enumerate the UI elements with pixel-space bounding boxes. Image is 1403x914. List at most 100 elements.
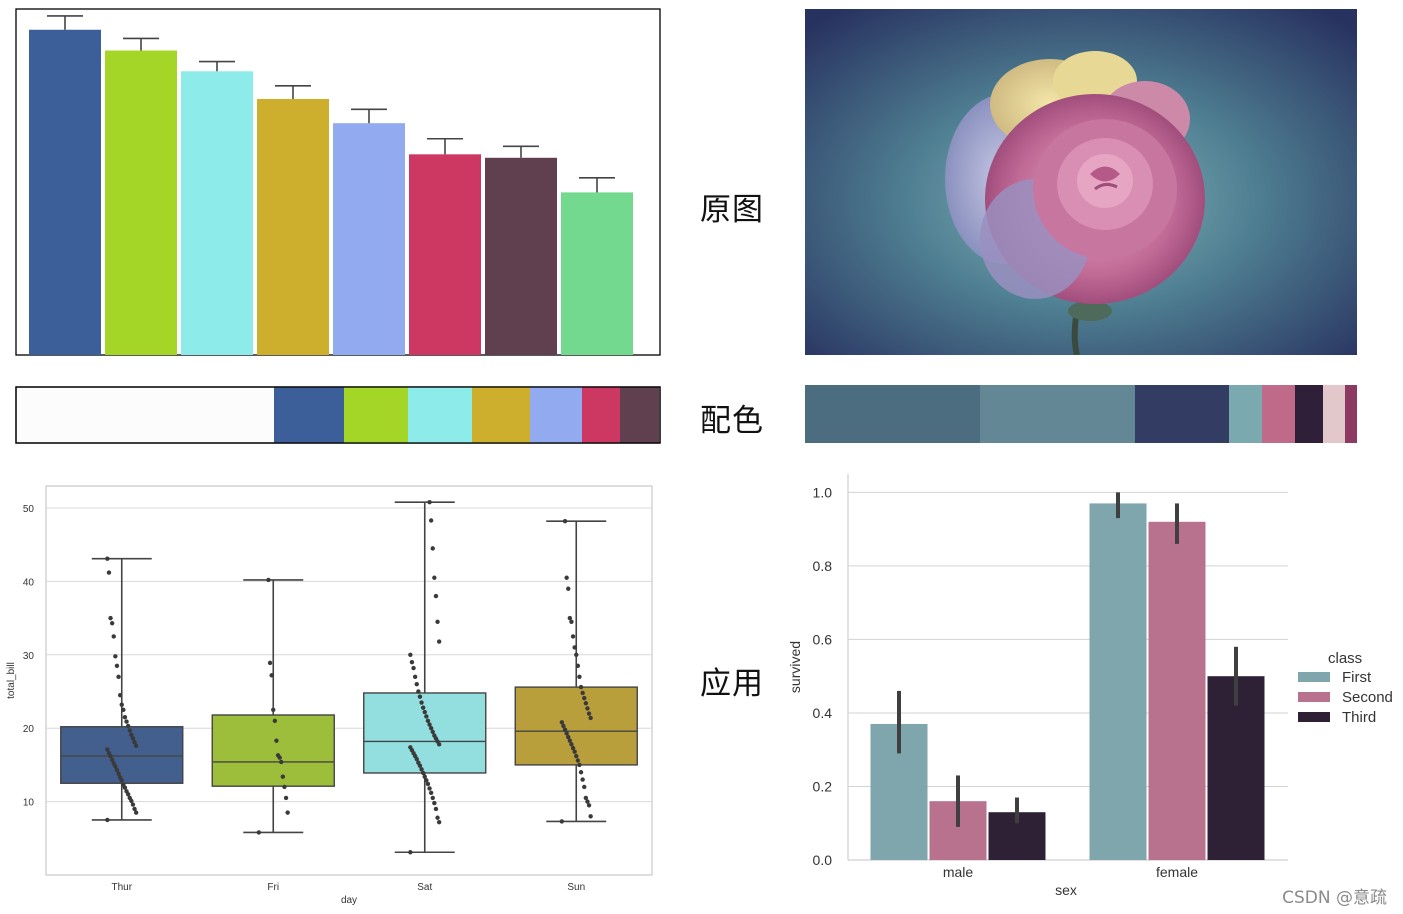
strip-point (116, 674, 121, 680)
grouped-bar-chart: 0.0 0.2 0.4 0.6 0.8 1.0 male female sex survived c… (787, 474, 1393, 898)
error-bar-2 (199, 60, 235, 72)
legend-label-third: Third (1342, 709, 1376, 726)
strip-point (425, 718, 431, 724)
original-bar-chart (15, 8, 661, 356)
bar-7 (561, 192, 633, 355)
strip-point (436, 639, 442, 644)
strip-point (559, 819, 565, 824)
strip-point (409, 659, 415, 665)
strip-point (129, 732, 134, 738)
strip-point (586, 803, 592, 808)
y-axis-label: total_bill (6, 662, 17, 699)
strip-point (430, 546, 435, 551)
strip-point (111, 634, 116, 639)
legend-swatch-third (1298, 712, 1330, 722)
strip-point (432, 575, 437, 580)
ytick-label: 40 (23, 577, 35, 588)
error-bar-6 (503, 145, 539, 158)
bar-5 (409, 154, 481, 355)
error-bar-3 (275, 85, 311, 99)
swatch-right-7 (1345, 385, 1357, 443)
strip-point (269, 673, 274, 678)
legend: class First Second Third (1298, 650, 1393, 726)
xtick-label: Sun (567, 882, 585, 893)
strip-point (572, 749, 577, 754)
strip-point (425, 781, 431, 787)
strip-point (274, 738, 279, 743)
palette-strip-right (805, 385, 1357, 443)
strip-point (427, 499, 432, 505)
palette-border (15, 386, 661, 444)
strip-point (582, 695, 587, 701)
strip-point (562, 727, 568, 732)
strip-point (422, 709, 427, 715)
swatch-right-6 (1323, 385, 1346, 443)
box-body (60, 726, 184, 784)
strip-point (266, 577, 271, 583)
strip-point (432, 733, 437, 738)
rose-photo (805, 9, 1357, 355)
strip-point (116, 771, 121, 776)
strip-point (567, 615, 573, 621)
ytick-label: 50 (23, 504, 35, 515)
error-bar-7 (579, 177, 615, 193)
box-fri (211, 579, 335, 834)
strip-point (114, 767, 120, 773)
strip-point (428, 726, 434, 731)
strip-point (106, 750, 112, 756)
strip-point (275, 753, 281, 758)
strip-point (130, 802, 136, 807)
strip-point (580, 777, 585, 782)
strip-point (105, 817, 110, 823)
strip-point (422, 774, 427, 779)
strip-point (114, 663, 120, 669)
strip-point (282, 784, 287, 790)
strip-point (416, 689, 421, 694)
strip-point (569, 619, 574, 624)
strip-point (419, 700, 424, 705)
strip-point (575, 758, 581, 763)
strip-point (121, 782, 126, 787)
strip-point (133, 810, 139, 815)
ytick-label: 10 (23, 798, 35, 809)
swatch-right-5 (1295, 385, 1324, 443)
strip-point (283, 795, 289, 801)
strip-point (583, 701, 589, 706)
strip-point (271, 707, 276, 713)
swatch-right-4 (1262, 385, 1296, 443)
strip-point (124, 789, 129, 794)
strip-point (569, 742, 574, 747)
strip-point (428, 518, 434, 523)
strip-point (562, 519, 568, 524)
strip-point (132, 806, 137, 812)
bar-4 (333, 123, 405, 356)
bar-female-second (1148, 521, 1206, 860)
strip-point (411, 665, 416, 671)
strip-point (566, 734, 571, 740)
strip-point (130, 736, 136, 741)
strip-point (127, 728, 132, 733)
ytick-label: 0.2 (813, 778, 833, 794)
strip-point (580, 690, 585, 696)
strip-point (424, 778, 429, 783)
strip-point (582, 784, 587, 790)
label-application: 应用 (700, 666, 764, 702)
box-thur (60, 557, 184, 821)
ytick-label: 20 (23, 724, 35, 735)
strip-point (588, 814, 593, 819)
swatch-left-2 (408, 387, 472, 443)
swatch-left-6 (620, 387, 659, 443)
xtick-label: male (943, 864, 974, 880)
strip-point (575, 663, 581, 669)
strip-point (570, 745, 576, 751)
strip-point (428, 790, 434, 795)
strip-point (433, 806, 439, 812)
bar-3 (257, 98, 329, 356)
strip-point (127, 795, 132, 801)
strip-point (561, 723, 566, 729)
strip-point (578, 770, 584, 775)
bar-1 (105, 50, 177, 356)
swatch-left-3 (472, 387, 530, 443)
box-body (363, 692, 487, 774)
label-palette: 配色 (700, 403, 764, 439)
